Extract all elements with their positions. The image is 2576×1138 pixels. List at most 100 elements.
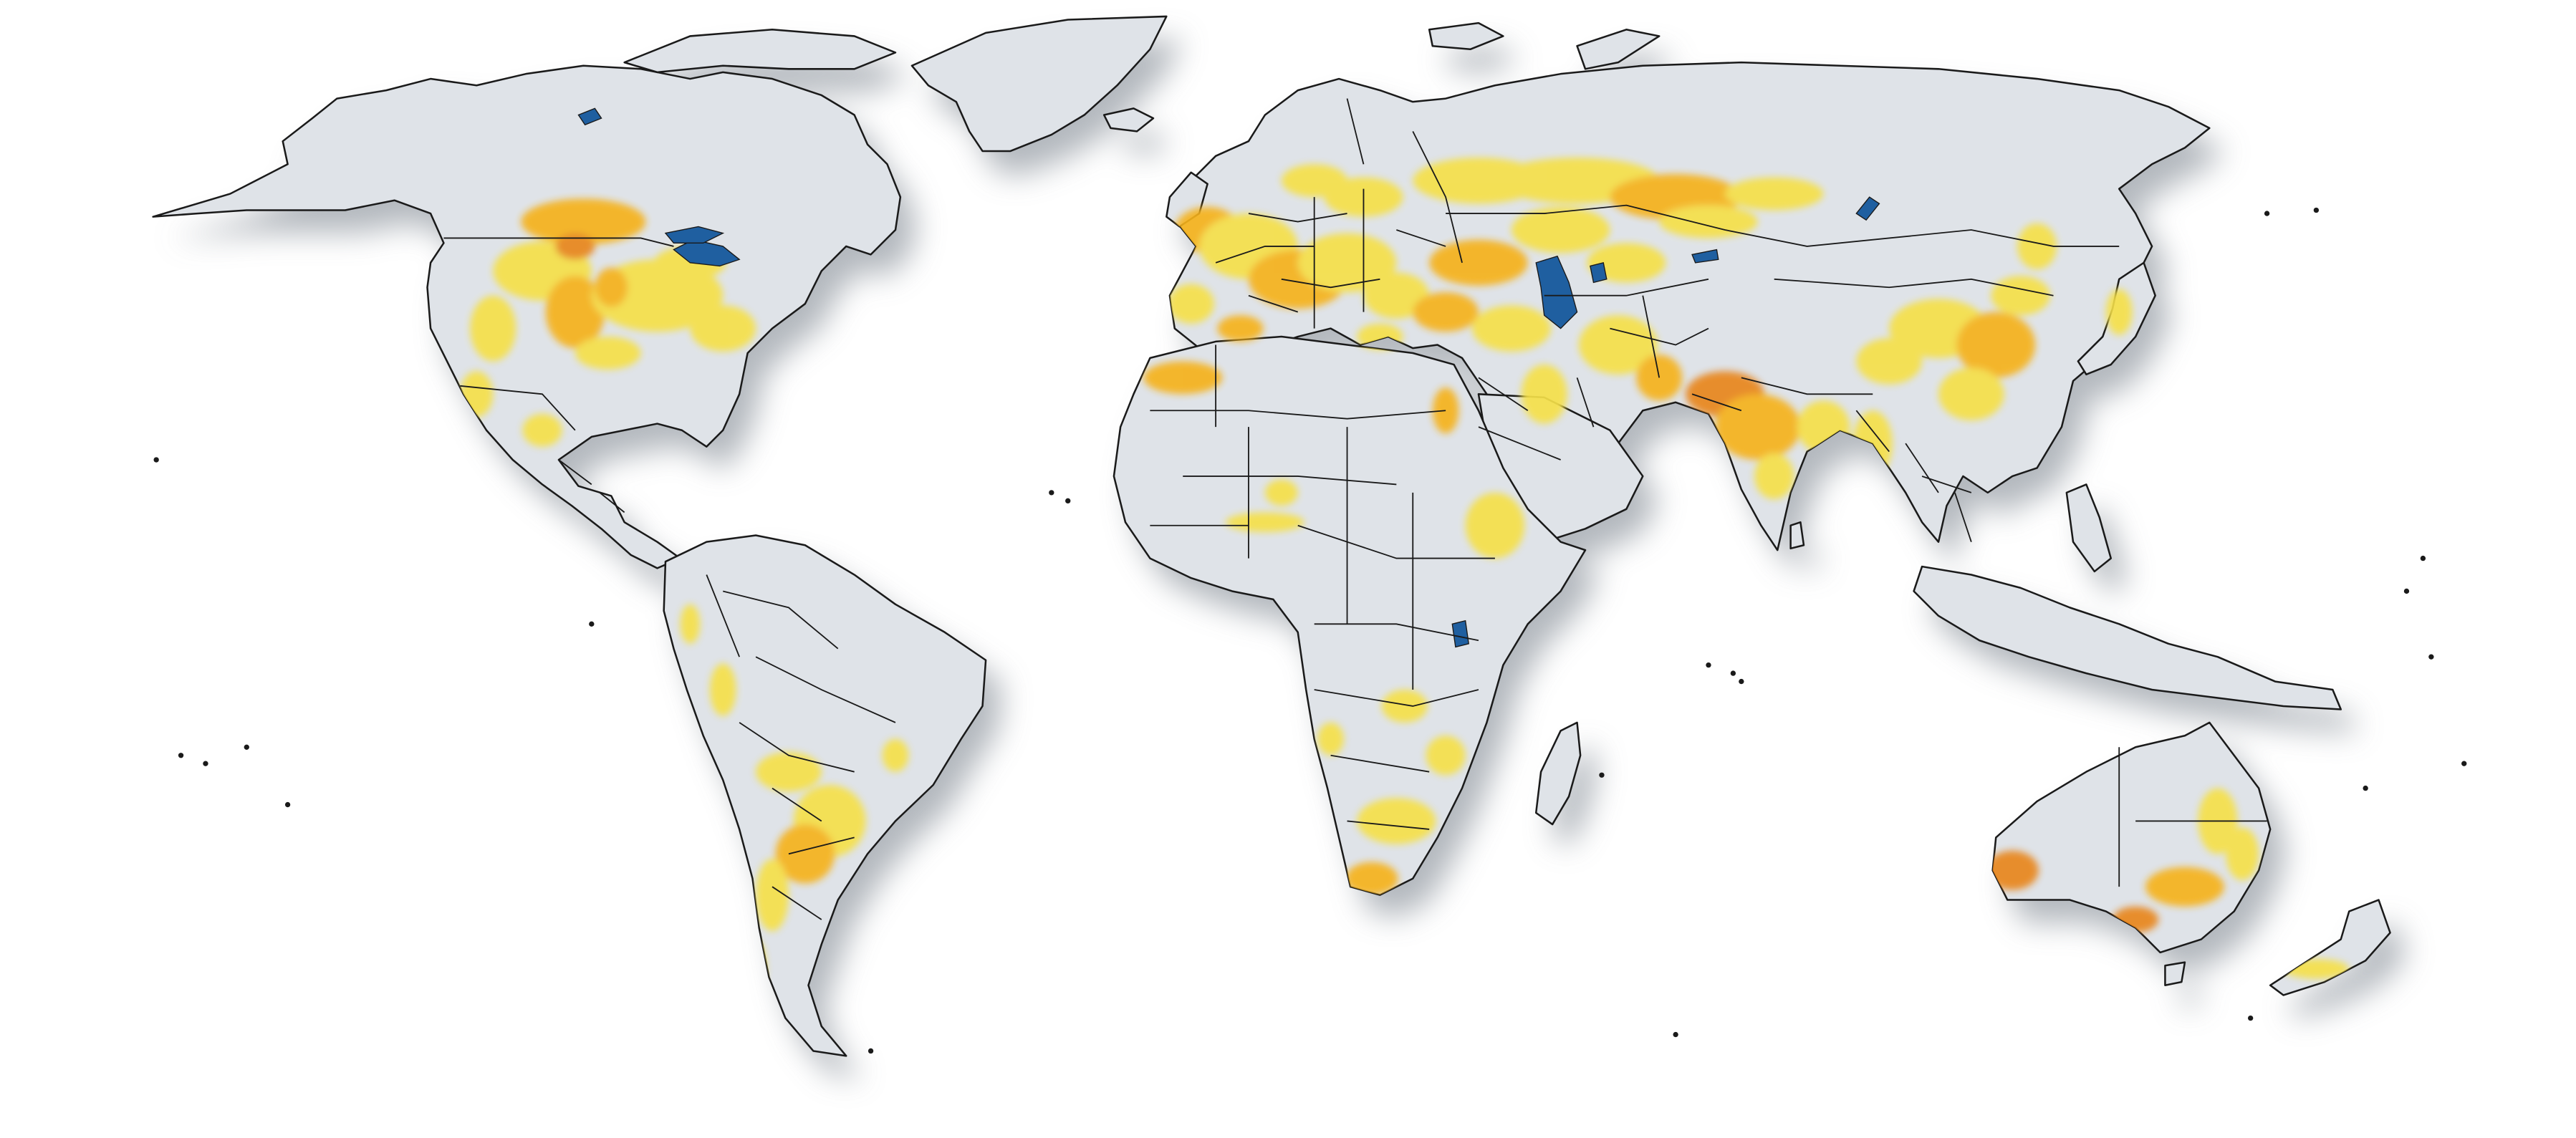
country-border (1855, 410, 1890, 453)
intensity-patch (555, 233, 595, 260)
country-border (1248, 294, 1299, 313)
intensity-patch (1317, 722, 1344, 756)
intensity-patch (1754, 453, 1794, 500)
land-tasmania (2164, 961, 2186, 987)
intensity-patch (575, 337, 641, 370)
intensity-patch (1587, 243, 1666, 283)
small-island (2420, 555, 2426, 561)
small-island (178, 753, 184, 758)
intensity-patch (470, 295, 516, 362)
country-border (1347, 820, 1430, 830)
water-bodies (577, 107, 1880, 648)
country-border (1921, 476, 1972, 493)
small-island (868, 1048, 874, 1054)
country-border (723, 590, 839, 650)
small-island (244, 744, 249, 750)
intensity-patch (521, 198, 646, 245)
intensity-patch (1413, 292, 1479, 332)
small-island (1599, 772, 1605, 778)
country-border (599, 492, 625, 513)
intensity-patch (1578, 315, 1658, 375)
lake-lake-baikal (1855, 196, 1880, 221)
country-borders (443, 98, 2267, 920)
country-border (1741, 377, 1873, 395)
intensity-patch (1357, 798, 1436, 844)
intensity-patch (1345, 862, 1398, 895)
intensity-patch (1991, 276, 2050, 316)
land-masses (152, 15, 2391, 1057)
intensity-patch (2145, 867, 2224, 907)
country-border (1314, 689, 1479, 707)
country-border (755, 656, 896, 723)
intensity-patch (2017, 223, 2057, 270)
country-border (1412, 131, 1463, 264)
land-indonesia (1913, 565, 2342, 710)
intensity-patch (1465, 492, 1525, 559)
intensity-patch (882, 738, 909, 772)
country-border (1248, 213, 1347, 223)
intensity-patch (1938, 367, 2004, 420)
lake-balkhash (1691, 249, 1719, 264)
small-island (2247, 1015, 2254, 1021)
intensity-patch (1426, 736, 1466, 776)
lake-lake-victoria (1451, 619, 1469, 648)
small-island (2461, 761, 2467, 766)
intensity-patch (756, 752, 822, 792)
land-shadow-shape (1807, 545, 1820, 572)
country-border (1576, 377, 1595, 428)
country-border (1905, 443, 1939, 493)
intensity-patch (545, 276, 605, 349)
intensity-patch (775, 824, 835, 884)
land-shadow-shape (2094, 285, 2172, 397)
small-island (589, 621, 595, 627)
country-border (706, 574, 741, 657)
lake-aral-sea (1590, 262, 1607, 284)
intensity-patch (1659, 205, 1758, 238)
country-border (1478, 426, 1561, 460)
country-border (1544, 278, 1709, 296)
land-greenland (910, 15, 1168, 153)
land-sri-lanka (1789, 521, 1805, 550)
intensity-patch (1143, 361, 1223, 395)
country-border (1774, 278, 2054, 296)
intensity-patch (1281, 164, 1347, 198)
small-island (2264, 211, 2270, 216)
intensity-patch (1381, 690, 1428, 723)
country-border (558, 459, 592, 486)
country-border (1297, 524, 1495, 559)
small-island (153, 457, 159, 463)
country-border (1642, 295, 1661, 378)
small-island (2313, 207, 2320, 213)
intensity-patch (1217, 315, 1264, 342)
intensity-patch (2105, 289, 2133, 335)
country-border (772, 787, 822, 822)
land-north-america (152, 64, 902, 569)
country-border (460, 385, 576, 431)
country-border (1150, 410, 1446, 420)
country-border (1610, 327, 1709, 346)
intensity-patch (1363, 272, 1430, 319)
intensity-patch (1432, 387, 1459, 434)
small-island (1065, 498, 1071, 504)
country-border (788, 836, 855, 855)
land-arctic-islands (623, 29, 897, 74)
country-border (1478, 377, 1529, 411)
intensity-patch (756, 859, 789, 932)
intensity-patch (1429, 239, 1528, 286)
intensity-patch (595, 267, 628, 307)
land-shadow-shape (2181, 985, 2201, 1008)
land-madagascar (1534, 721, 1582, 826)
intensity-patch (1956, 312, 2036, 378)
country-border (1330, 754, 1430, 773)
country-border (1183, 476, 1397, 486)
land-iceland (1102, 107, 1155, 132)
intensity-patch (1168, 284, 1214, 324)
intensity-patch (1856, 338, 1923, 385)
land-shadow-shape (1552, 745, 1597, 848)
intensity-patch (1511, 206, 1610, 254)
intensity-patch (1521, 365, 1567, 424)
land-shadow-shape (1120, 131, 1170, 155)
country-border (1346, 98, 1365, 165)
intensity-patch (680, 604, 701, 644)
